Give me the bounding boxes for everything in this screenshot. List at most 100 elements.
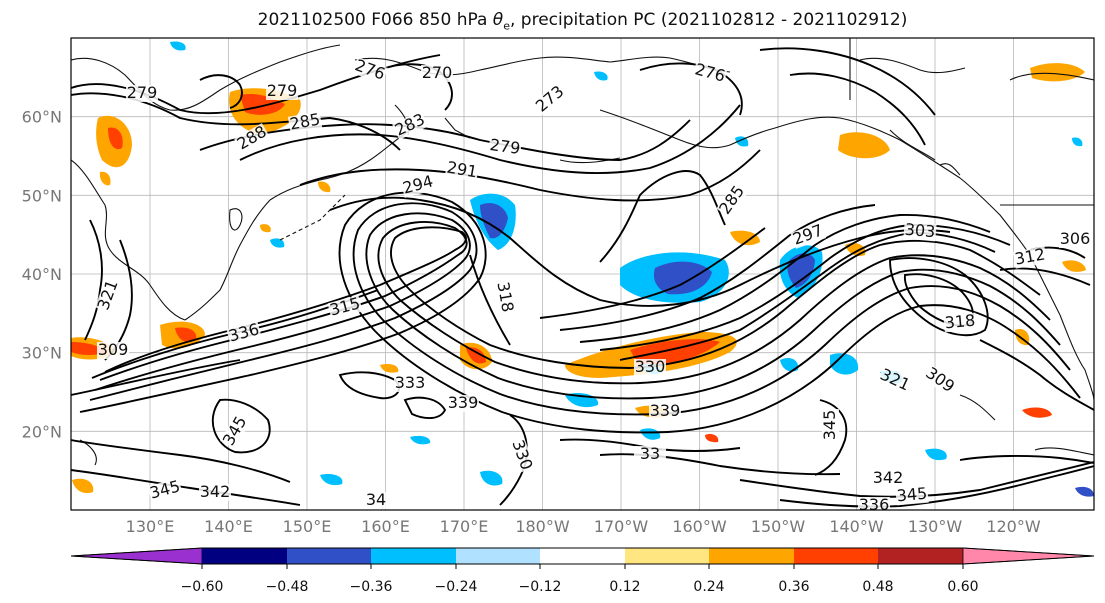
lon-tick-label: 150°E	[283, 517, 332, 536]
contour-label-bg	[649, 403, 681, 420]
colorbar-tick-label: −0.24	[435, 579, 478, 595]
colorbar-tick-label: 0.36	[778, 579, 809, 595]
lon-tick-label: 170°E	[440, 517, 489, 536]
precip-patch	[108, 127, 123, 150]
lon-tick-label: 130°E	[126, 517, 175, 536]
precip-patch	[780, 358, 799, 372]
colorbar-tick-label: 0.12	[609, 579, 640, 595]
contour-label-bg	[790, 222, 827, 249]
contour-label-bg	[716, 182, 749, 219]
colorbar-tick-label: −0.36	[350, 579, 393, 595]
colorbar-segment	[70, 547, 203, 565]
precip-patch	[830, 353, 859, 375]
colorbar-tick-label: −0.48	[266, 579, 309, 595]
contour-label-bg	[400, 173, 436, 198]
precip-patch	[1022, 407, 1052, 418]
precip-patch	[1075, 486, 1094, 497]
lon-tick-label: 120°W	[986, 517, 1041, 536]
contour-label-bg	[1059, 231, 1091, 248]
precip-patch	[480, 203, 508, 239]
contour-label-bg	[493, 279, 516, 315]
colorbar-segment	[794, 548, 878, 564]
lon-tick-label: 160°W	[672, 517, 727, 536]
contour-label-bg	[508, 437, 535, 474]
lon-tick-label: 150°W	[751, 517, 806, 536]
colorbar-tick-label: 0.24	[693, 579, 724, 595]
contour-label: 330	[635, 357, 666, 376]
map-frame	[70, 37, 1095, 511]
contour-label: 33	[640, 444, 660, 463]
contour-label-bg	[822, 409, 839, 441]
figure-title: 2021102500 F066 850 hPa θe, precipitatio…	[257, 10, 908, 33]
lon-tick-label: 170°W	[594, 517, 649, 536]
contour-label: 342	[873, 468, 904, 487]
contour-label: 303	[904, 220, 936, 242]
precip-patch	[480, 470, 503, 486]
contour-label-bg	[532, 82, 569, 117]
precip-patch	[170, 41, 186, 51]
lon-tick-label: 180°W	[515, 517, 570, 536]
contour-label: 279	[267, 81, 298, 100]
precip-patch	[466, 347, 486, 364]
precip-patch	[175, 327, 197, 343]
colorbar-segment	[202, 548, 287, 564]
precip-patch	[1030, 63, 1085, 82]
colorbar-segment	[709, 548, 794, 564]
precip-patch	[705, 433, 719, 443]
contour-label: 336	[859, 495, 890, 514]
contour-label-bg	[921, 364, 958, 397]
precip-patch	[260, 224, 271, 233]
precip-patch	[72, 478, 94, 494]
contour-label-bg	[226, 321, 262, 346]
colorbar-tick-label: −0.12	[519, 579, 562, 595]
contour-label-bg	[234, 123, 271, 154]
contour-label-bg	[360, 492, 392, 509]
precip-patch	[318, 181, 331, 193]
colorbar-segment	[540, 548, 625, 564]
contour-label-bg	[199, 484, 231, 501]
lat-tick-label: 50°N	[22, 186, 62, 205]
lon-tick-label: 140°E	[204, 517, 253, 536]
colorbar-segment	[456, 548, 540, 564]
precip-patch	[838, 132, 890, 159]
precip-patch	[1072, 137, 1083, 147]
colorbar	[70, 547, 1095, 565]
colorbar-segment	[878, 548, 963, 564]
contour-label: 306	[1060, 229, 1091, 248]
precip-patch	[925, 448, 947, 461]
contour-label-bg	[95, 277, 122, 314]
contour-label-bg	[97, 342, 129, 359]
lat-tick-label: 20°N	[22, 422, 62, 441]
contour-label-bg	[444, 159, 480, 182]
precip-patch	[730, 230, 760, 246]
contour-label-bg	[634, 359, 666, 376]
lat-tick-label: 60°N	[22, 108, 62, 127]
precip-patch	[1062, 260, 1086, 272]
colorbar-tick-label: 0.48	[862, 579, 893, 595]
contour-label-bg	[421, 65, 453, 82]
contour-label: 345	[820, 410, 839, 441]
precip-patch	[640, 428, 661, 440]
contour-label: 309	[98, 340, 129, 359]
lat-tick-label: 30°N	[22, 344, 62, 363]
contour-label-bg	[287, 111, 323, 134]
colorbar-segment	[962, 547, 1095, 565]
lon-tick-label: 140°W	[829, 517, 884, 536]
colorbar-tick-label: −0.60	[181, 579, 224, 595]
contour-label-bg	[895, 485, 929, 506]
precip-patch	[653, 261, 712, 295]
lon-tick-label: 130°W	[908, 517, 963, 536]
contour-label-bg	[126, 85, 158, 102]
contour-label: 318	[944, 311, 976, 333]
contour-label: 270	[422, 63, 453, 82]
contour-label-bg	[1012, 246, 1048, 269]
contour-label-bg	[876, 365, 913, 395]
colorbar-tick-label: 0.60	[947, 579, 978, 595]
contour-label: 339	[650, 401, 681, 420]
contour-label: 342	[200, 482, 231, 501]
contour-label: 333	[395, 373, 426, 392]
lon-tick-label: 160°E	[361, 517, 410, 536]
contour-label: 279	[127, 83, 158, 102]
precip-patch	[320, 474, 343, 486]
